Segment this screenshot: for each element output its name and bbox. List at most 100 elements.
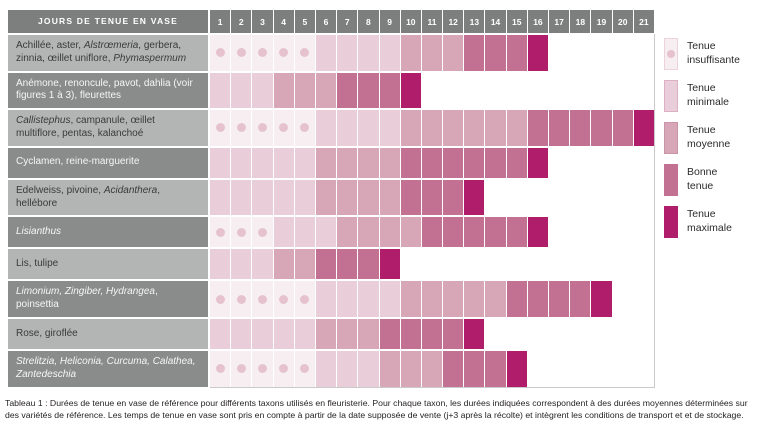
insufficient-dot-icon bbox=[300, 364, 310, 374]
heatmap-cell-empty bbox=[634, 73, 654, 109]
heatmap-cell-insuffisante bbox=[294, 35, 315, 71]
heatmap-cell-empty bbox=[507, 319, 527, 349]
heatmap-cell-empty bbox=[528, 73, 548, 109]
heatmap-cell-moyenne bbox=[379, 350, 400, 387]
day-column-header: 11 bbox=[421, 10, 443, 33]
heatmap-cell-moyenne bbox=[400, 281, 421, 317]
taxon-name-italic: Limonium, Zingiber, Hydrangea bbox=[16, 286, 155, 298]
heatmap-cell-bonne bbox=[358, 72, 379, 109]
table-caption: Tableau 1 : Durées de tenue en vase de r… bbox=[5, 398, 748, 420]
heatmap-cell-moyenne bbox=[358, 318, 379, 349]
taxon-name: Lis, tulipe bbox=[16, 257, 59, 269]
insufficient-dot-icon bbox=[257, 48, 267, 58]
insufficient-dot-icon bbox=[257, 123, 267, 133]
row-label: Cyclamen, reine-marguerite bbox=[8, 147, 208, 178]
heatmap-cell-moyenne bbox=[358, 147, 379, 178]
heatmap-cell-empty bbox=[464, 73, 484, 109]
heatmap-cell-minimale bbox=[252, 147, 273, 178]
heatmap-cell-moyenne bbox=[379, 147, 400, 178]
heatmap-cell-bonne bbox=[570, 281, 591, 317]
heatmap-cell-bonne bbox=[443, 318, 464, 349]
heatmap-cell-moyenne bbox=[443, 35, 464, 71]
row-cells bbox=[210, 179, 654, 216]
insufficient-dot-icon bbox=[300, 48, 310, 58]
table-rows: JOURS DE TENUE EN VASE 1 2 3 4 5 6 7 8 9 10 11 12 13… bbox=[8, 10, 654, 387]
heatmap-cell-bonne bbox=[485, 350, 506, 387]
heatmap-cell-moyenne bbox=[400, 35, 421, 71]
heatmap-cell-moyenne bbox=[421, 35, 443, 71]
heatmap-cell-minimale bbox=[294, 179, 315, 216]
heatmap-cell-maximale bbox=[527, 35, 549, 71]
heatmap-cell-minimale bbox=[294, 147, 315, 178]
heatmap-cell-moyenne bbox=[273, 72, 294, 109]
day-column-header: 13 bbox=[464, 10, 485, 33]
heatmap-cell-bonne bbox=[379, 72, 400, 109]
insufficient-dot-icon bbox=[667, 50, 675, 58]
legend-label: Tenue moyenne bbox=[687, 124, 731, 150]
heatmap-cell-minimale bbox=[294, 318, 315, 349]
heatmap-cell-moyenne bbox=[443, 110, 464, 146]
heatmap-cell-insuffisante bbox=[231, 350, 252, 387]
heatmap-cell-empty bbox=[485, 319, 505, 349]
heatmap-cell-minimale bbox=[379, 281, 400, 317]
heatmap-cell-empty bbox=[591, 73, 611, 109]
heatmap-cell-bonne bbox=[506, 217, 527, 248]
heatmap-cell-minimale bbox=[315, 350, 337, 387]
heatmap-cell-minimale bbox=[358, 350, 379, 387]
heatmap-cell-insuffisante bbox=[294, 281, 315, 317]
heatmap-cell-bonne bbox=[527, 110, 549, 146]
heatmap-cell-empty bbox=[613, 217, 633, 247]
heatmap-cell-empty bbox=[549, 180, 569, 216]
heatmap-cell-bonne bbox=[421, 217, 443, 248]
heatmap-cell-minimale bbox=[379, 110, 400, 146]
heatmap-cell-minimale bbox=[231, 72, 252, 109]
heatmap-cell-empty bbox=[485, 180, 505, 216]
heatmap-cell-bonne bbox=[443, 217, 464, 248]
day-column-header: 9 bbox=[379, 10, 400, 33]
heatmap-cell-empty bbox=[634, 249, 654, 279]
heatmap-cell-minimale bbox=[273, 318, 294, 349]
heatmap-cell-minimale bbox=[379, 35, 400, 71]
insufficient-dot-icon bbox=[279, 364, 289, 374]
heatmap-cell-moyenne bbox=[315, 179, 337, 216]
heatmap-cell-empty bbox=[613, 351, 633, 387]
heatmap-cell-empty bbox=[549, 217, 569, 247]
table-row: Achillée, aster, Alstrœmeria, gerbera, z… bbox=[8, 35, 654, 71]
table-header-row: JOURS DE TENUE EN VASE 1 2 3 4 5 6 7 8 9 10 11 12 13… bbox=[8, 10, 654, 33]
taxon-name: , gerbera, zinnia, œillet uniflore, bbox=[16, 40, 182, 64]
heatmap-cell-bonne bbox=[506, 35, 527, 71]
heatmap-cell-minimale bbox=[273, 147, 294, 178]
heatmap-cell-moyenne bbox=[315, 72, 337, 109]
legend-item-moyenne: Tenue moyenne bbox=[664, 122, 740, 154]
table-bottom-border bbox=[210, 386, 655, 388]
heatmap-cell-insuffisante bbox=[231, 281, 252, 317]
heatmap-cell-bonne bbox=[315, 249, 337, 280]
heatmap-cell-maximale bbox=[506, 350, 527, 387]
table-row: Cyclamen, reine-marguerite bbox=[8, 147, 654, 178]
heatmap-cell-empty bbox=[507, 249, 527, 279]
heatmap-cell-maximale bbox=[400, 72, 421, 109]
row-label: Strelitzia, Heliconia, Curcuma, Calathea… bbox=[8, 350, 208, 387]
heatmap-cell-empty bbox=[549, 319, 569, 349]
insufficient-dot-icon bbox=[300, 294, 310, 304]
heatmap-cell-insuffisante bbox=[210, 217, 231, 248]
legend-label: Tenue insuffisante bbox=[687, 40, 740, 66]
day-column-header: 18 bbox=[570, 10, 591, 33]
heatmap-cell-empty bbox=[549, 249, 569, 279]
heatmap-cell-insuffisante bbox=[273, 350, 294, 387]
heatmap-cell-empty bbox=[613, 249, 633, 279]
heatmap-cell-empty bbox=[613, 281, 633, 317]
heatmap-cell-moyenne bbox=[485, 281, 506, 317]
legend-swatch-minimale bbox=[664, 80, 678, 112]
row-cells bbox=[210, 110, 654, 146]
heatmap-cell-minimale bbox=[231, 249, 252, 280]
heatmap-cell-minimale bbox=[210, 318, 231, 349]
heatmap-cell-empty bbox=[570, 351, 590, 387]
insufficient-dot-icon bbox=[279, 294, 289, 304]
heatmap-cell-empty bbox=[613, 73, 633, 109]
heatmap-cell-minimale bbox=[315, 281, 337, 317]
heatmap-cell-maximale bbox=[527, 147, 549, 178]
heatmap-cell-bonne bbox=[549, 110, 570, 146]
heatmap-cell-bonne bbox=[421, 318, 443, 349]
heatmap-cell-bonne bbox=[464, 217, 485, 248]
